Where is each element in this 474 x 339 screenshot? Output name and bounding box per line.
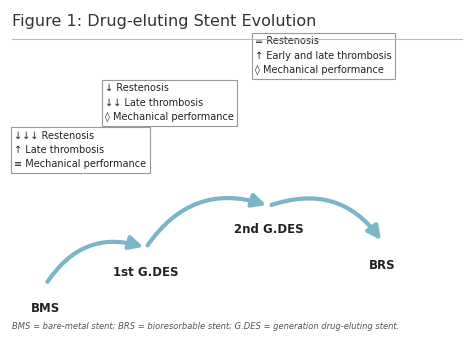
Text: 1st G.DES: 1st G.DES — [113, 266, 179, 279]
Text: BRS: BRS — [369, 259, 396, 273]
Text: ↓↓↓ Restenosis
↑ Late thrombosis
≡ Mechanical performance: ↓↓↓ Restenosis ↑ Late thrombosis ≡ Mecha… — [14, 131, 146, 170]
Text: BMS = bare-metal stent; BRS = bioresorbable stent; G.DES = generation drug-eluti: BMS = bare-metal stent; BRS = bioresorba… — [12, 321, 399, 331]
Text: Figure 1: Drug-eluting Stent Evolution: Figure 1: Drug-eluting Stent Evolution — [12, 14, 316, 28]
Text: 2nd G.DES: 2nd G.DES — [234, 223, 304, 236]
Text: ≡ Restenosis
↑ Early and late thrombosis
◊ Mechanical performance: ≡ Restenosis ↑ Early and late thrombosis… — [255, 36, 392, 75]
Text: ↓ Restenosis
↓↓ Late thrombosis
◊ Mechanical performance: ↓ Restenosis ↓↓ Late thrombosis ◊ Mechan… — [105, 83, 234, 122]
Text: BMS: BMS — [31, 302, 61, 316]
